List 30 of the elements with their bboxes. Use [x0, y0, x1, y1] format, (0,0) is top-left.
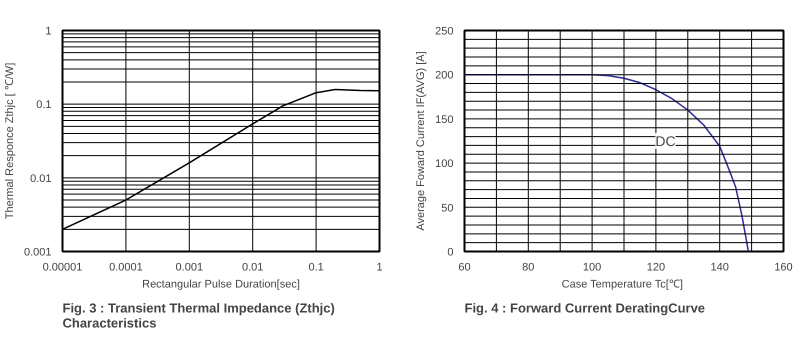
y-tick-label: 100 [435, 158, 454, 170]
y-tick-label: 0.001 [24, 246, 52, 258]
annotation: DC [655, 133, 676, 149]
x-tick-label: 160 [774, 262, 793, 274]
x-tick-label: 0.00001 [42, 262, 82, 274]
y-tick-label: 200 [435, 70, 454, 82]
text: Fig. 4 : Forward Current DeratingCurve [464, 300, 706, 316]
x-tick-label: 0.001 [176, 262, 204, 274]
x-tick-label: 1 [376, 262, 383, 274]
x-tick-label: 80 [522, 262, 534, 274]
y-tick-label: 150 [435, 114, 454, 126]
x-axis-title: Case Temperature Tc[℃] [562, 278, 683, 290]
text: Fig. 3 : Transient Thermal Impedance (Zthjc) Characteristics [62, 300, 335, 330]
x-tick-label: 0.1 [308, 262, 324, 274]
x-tick-label: 0.0001 [109, 262, 143, 274]
x-tick-label: 120 [646, 262, 666, 274]
line-series [464, 74, 750, 252]
x-tick-label: 100 [582, 262, 602, 274]
y-tick-label: 250 [435, 26, 454, 38]
y-tick-label: 0.1 [36, 99, 52, 112]
x-tick-label: 140 [710, 262, 729, 274]
x-tick-label: 60 [458, 262, 471, 274]
y-tick-label: 50 [441, 202, 454, 214]
y-tick-label: 1 [45, 26, 52, 38]
x-tick-label: 0.01 [242, 262, 264, 274]
x-axis-title: Rectangular Pulse Duration[sec] [142, 278, 300, 290]
y-tick-label: 0.01 [30, 172, 52, 185]
y-axis-title: Average Foward Current IF(AVG) [A] [415, 51, 428, 231]
y-axis-title: Thermal Responce Zthjc [ ℃/W] [4, 62, 16, 220]
y-tick-label: 0 [447, 246, 454, 258]
